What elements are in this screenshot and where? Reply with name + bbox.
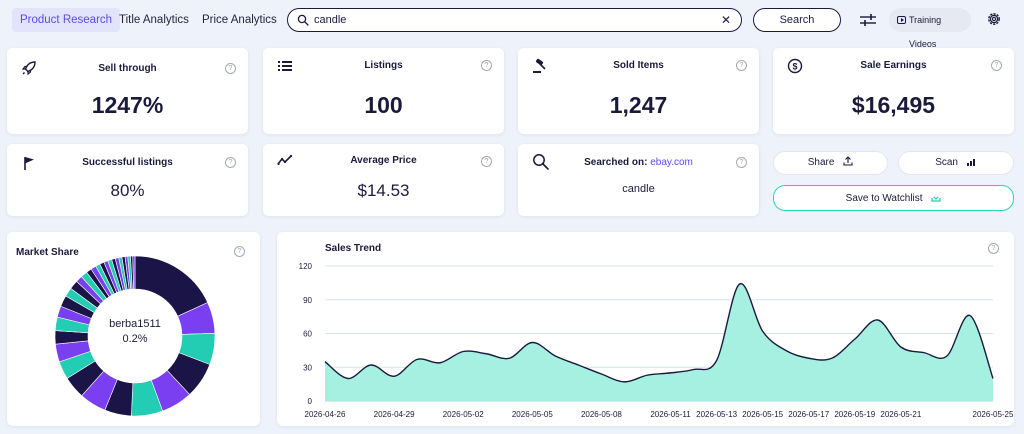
help-icon[interactable]: ? (988, 243, 999, 254)
scan-label: Scan (935, 157, 958, 168)
tab-title-analytics[interactable]: Title Analytics (119, 14, 189, 26)
x-tick-label: 2026-05-05 (512, 410, 553, 419)
y-tick-label: 60 (303, 330, 312, 339)
search-icon (297, 14, 309, 26)
card-searched-on: Searched on: ebay.com ? candle (518, 144, 759, 216)
market-share-card: Market Share ? berba1511 0.2% (7, 232, 260, 426)
tab-price-analytics[interactable]: Price Analytics (202, 14, 277, 26)
trend-line-icon (277, 154, 293, 166)
list-icon (278, 61, 292, 71)
flag-icon (24, 157, 34, 170)
sales-trend-title: Sales Trend (325, 243, 382, 254)
help-icon[interactable]: ? (736, 157, 747, 168)
searched-on-text: Searched on: (584, 157, 648, 168)
x-tick-label: 2026-05-17 (788, 410, 829, 419)
clear-icon[interactable]: ✕ (720, 13, 731, 27)
searched-site: ebay.com (650, 157, 693, 168)
listings-label: Listings (364, 60, 403, 71)
sales-trend-area (325, 283, 993, 401)
search-icon (533, 154, 549, 170)
x-tick-label: 2026-05-21 (880, 410, 921, 419)
save-to-watchlist-button[interactable]: Save to Watchlist (773, 185, 1014, 211)
training-videos-button[interactable]: Training Videos (889, 8, 971, 49)
gavel-icon (533, 58, 546, 73)
card-listings: Listings ? 100 (263, 48, 504, 134)
successful-listings-label: Successful listings (82, 157, 173, 168)
average-price-value: $14.53 (357, 181, 410, 200)
x-tick-label: 2026-05-19 (834, 410, 875, 419)
market-share-title: Market Share (16, 247, 79, 258)
help-icon[interactable]: ? (225, 63, 236, 74)
help-icon[interactable]: ? (234, 246, 245, 257)
help-icon[interactable]: ? (481, 156, 492, 167)
sales-trend-chart: 0 30 60 90 120 2026-04-26 2026-04-29 2026-05-0… (299, 262, 1014, 419)
card-sell-through: Sell through ? 1247% (7, 48, 248, 134)
dollar-circle-icon: $ (787, 58, 803, 74)
sold-items-value: 1,247 (609, 92, 668, 118)
x-tick-label: 2026-04-29 (374, 410, 415, 419)
share-button[interactable]: Share (773, 151, 888, 175)
y-tick-label: 0 (308, 397, 313, 406)
sell-through-value: 1247% (91, 92, 164, 118)
market-share-donut: berba1511 0.2% (54, 255, 216, 417)
sales-trend-line (324, 283, 994, 383)
share-icon (843, 156, 853, 166)
donut-slice[interactable] (132, 255, 136, 290)
help-icon[interactable]: ? (225, 157, 236, 168)
search-input[interactable] (314, 12, 704, 28)
x-tick-label: 2026-05-25 (973, 410, 1014, 419)
top-bar: Product Research Title Analytics Price A… (0, 0, 1024, 49)
x-tick-label: 2026-05-02 (443, 410, 484, 419)
sold-items-label: Sold Items (613, 60, 664, 71)
sale-earnings-label: Sale Earnings (860, 60, 927, 71)
training-videos-label: Training Videos (909, 15, 942, 49)
card-average-price: Average Price ? $14.53 (263, 144, 504, 216)
share-label: Share (807, 157, 835, 168)
x-tick-label: 2026-05-13 (696, 410, 737, 419)
filter-sliders-icon[interactable] (859, 12, 877, 28)
search-box: ✕ (287, 8, 742, 32)
y-tick-label: 90 (303, 296, 312, 305)
listings-value: 100 (364, 92, 403, 118)
download-tray-icon (931, 196, 941, 202)
x-tick-label: 2026-05-15 (742, 410, 783, 419)
x-tick-label: 2026-04-26 (305, 410, 346, 419)
sales-trend-card: Sales Trend ? 0 30 60 90 120 2026-04-26 2026-… (277, 232, 1014, 426)
searched-on-label: Searched on: ebay.com (518, 157, 759, 168)
sell-through-label: Sell through (98, 63, 157, 74)
x-tick-label: 2026-05-11 (650, 410, 691, 419)
svg-text:$: $ (792, 62, 797, 72)
sale-earnings-value: $16,495 (851, 92, 936, 118)
y-tick-label: 120 (299, 262, 313, 271)
searched-term: candle (622, 183, 655, 195)
scan-button[interactable]: Scan (898, 151, 1014, 175)
help-icon[interactable]: ? (991, 60, 1002, 71)
y-tick-label: 30 (303, 363, 312, 372)
watchlist-label: Save to Watchlist (845, 192, 923, 204)
search-button[interactable]: Search (753, 8, 841, 32)
donut-center-name: berba1511 (109, 318, 161, 330)
rocket-icon (21, 61, 36, 76)
card-sold-items: Sold Items ? 1,247 (518, 48, 759, 134)
successful-listings-value: 80% (110, 181, 145, 200)
donut-center-value: 0.2% (122, 333, 147, 345)
x-tick-label: 2026-05-08 (581, 410, 622, 419)
average-price-label: Average Price (350, 155, 417, 166)
help-icon[interactable]: ? (481, 60, 492, 71)
tab-product-research[interactable]: Product Research (12, 8, 121, 32)
play-icon (897, 16, 906, 24)
gear-icon[interactable] (986, 11, 1002, 27)
card-successful-listings: Successful listings ? 80% (7, 144, 248, 216)
card-sale-earnings: $ Sale Earnings ? $16,495 (773, 48, 1014, 134)
help-icon[interactable]: ? (736, 60, 747, 71)
signal-bars-icon (966, 159, 975, 166)
